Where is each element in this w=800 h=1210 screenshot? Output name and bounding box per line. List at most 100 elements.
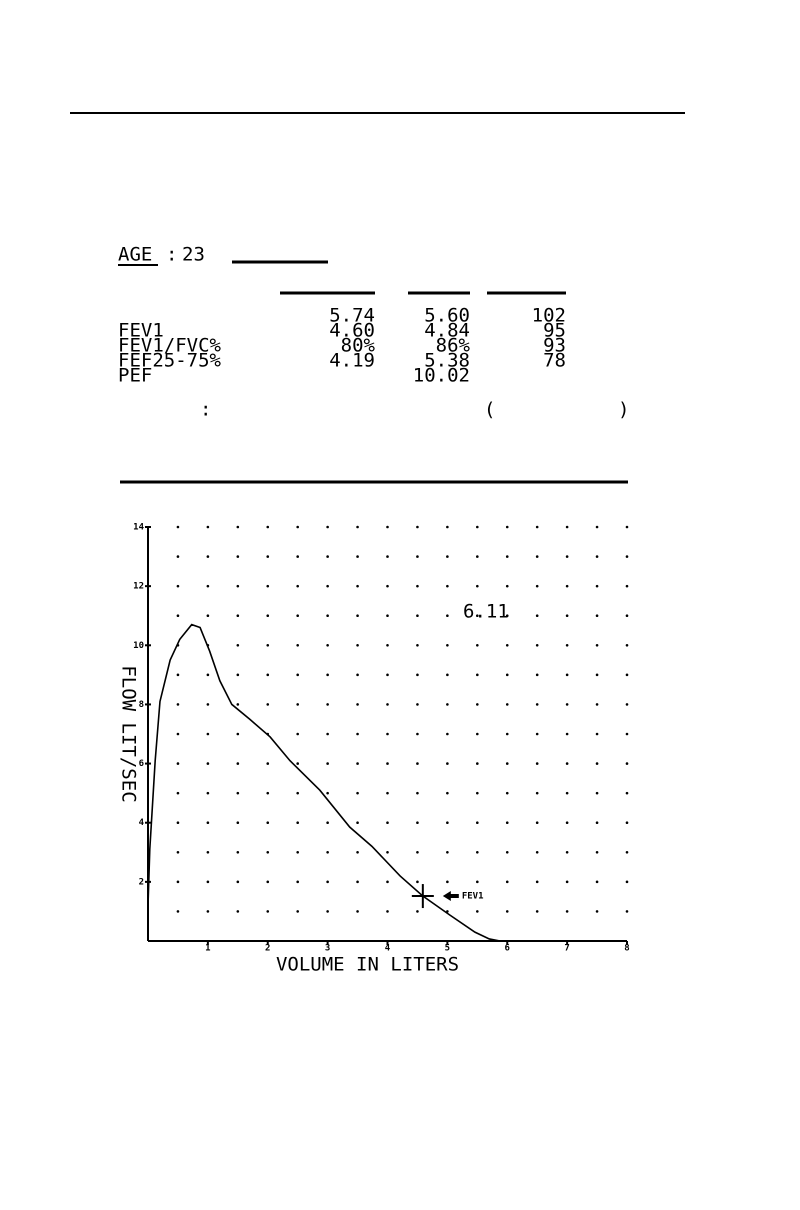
grid-dot [386,525,389,529]
grid-dot [505,584,509,588]
grid-dot [595,762,599,765]
grid-dot [535,525,539,529]
grid-dot [356,643,359,647]
grid-dot [565,614,569,618]
grid-dot [326,703,329,706]
grid-dot [535,703,539,706]
grid-dot [236,643,240,647]
grid-dot [296,732,299,736]
grid-dot [266,525,270,529]
grid-dot [206,614,210,618]
grid-dot [595,525,599,529]
age-value: 23 [182,244,205,266]
note-paren: ( [484,399,495,421]
grid-dot [386,703,389,706]
cell: 93 [543,335,566,357]
grid-dot [296,584,299,588]
grid-dot [236,732,240,736]
grid-dot [476,614,479,618]
grid-dot [326,732,329,736]
grid-dot [505,643,509,647]
grid-dot [296,791,299,795]
grid-dot [505,910,509,913]
grid-dot [535,614,539,618]
cell: 4.19 [329,350,375,372]
grid-dot [565,584,569,588]
age-label: AGE [118,244,152,266]
grid-dot [206,732,210,736]
grid-dot [565,673,569,677]
grid-dot [236,910,240,913]
grid-dot [446,614,449,618]
y-axis-label: FLOW LIT/SEC [118,665,140,802]
y-tick-label: 4 [139,818,145,828]
grid-dot [535,821,539,825]
grid-dot [326,643,329,647]
row-label: FEF25-75% [118,350,222,372]
grid-dot [326,850,329,854]
grid-dot [326,821,329,825]
grid-dot [416,703,419,706]
grid-dot [266,614,270,618]
grid-dot [326,910,329,913]
grid-dot [326,525,329,529]
grid-dot [176,525,180,529]
grid-dot [505,850,509,854]
grid-dot [565,850,569,854]
cell: 4.84 [424,320,470,342]
grid-dot [176,910,180,913]
grid-dot [416,910,419,913]
grid-dot [386,850,389,854]
x-axis-label: VOLUME IN LITERS [276,954,459,976]
x-tick-label: 3 [325,944,330,954]
grid-dot [386,821,389,825]
grid-dot [565,525,569,529]
grid-dot [535,643,539,647]
grid-dot [595,821,599,825]
grid-dot [446,525,449,529]
grid-dot [296,643,299,647]
grid-dot [505,673,509,677]
grid-dot [176,673,180,677]
grid-dot [625,703,629,706]
grid-dot [206,762,210,765]
grid-dot [386,643,389,647]
grid-dot [176,821,180,825]
grid-dot [266,821,270,825]
x-tick-label: 6 [505,944,510,954]
x-tick-label: 4 [385,944,391,954]
grid-dot [296,762,299,765]
grid-dot [416,880,419,884]
row-label: FEV1 [118,320,164,342]
grid-dot [535,673,539,677]
age-sep: : [166,244,177,266]
grid-dot [595,910,599,913]
grid-dot [236,791,240,795]
grid-dot [476,850,479,854]
grid-dot [446,643,449,647]
y-tick-label: 14 [133,523,144,533]
grid-dot [176,703,180,706]
x-tick-label: 7 [564,944,569,954]
y-tick-label: 2 [139,877,144,887]
cell: 4.60 [329,320,375,342]
grid-dot [326,555,329,558]
x-tick-label: 8 [624,944,629,954]
grid-dot [476,584,479,588]
grid-dot [625,555,629,558]
grid-dot [386,732,389,736]
grid-dot [416,584,419,588]
grid-dot [565,821,569,825]
grid-dot [625,762,629,765]
grid-dot [505,762,509,765]
grid-dot [625,850,629,854]
grid-dot [176,732,180,736]
cell: 95 [543,320,566,342]
grid-dot [356,762,359,765]
fev1-arrow [442,891,459,902]
grid-dot [206,910,210,913]
grid-dot [266,762,270,765]
grid-dot [416,821,419,825]
grid-dot [535,880,539,884]
